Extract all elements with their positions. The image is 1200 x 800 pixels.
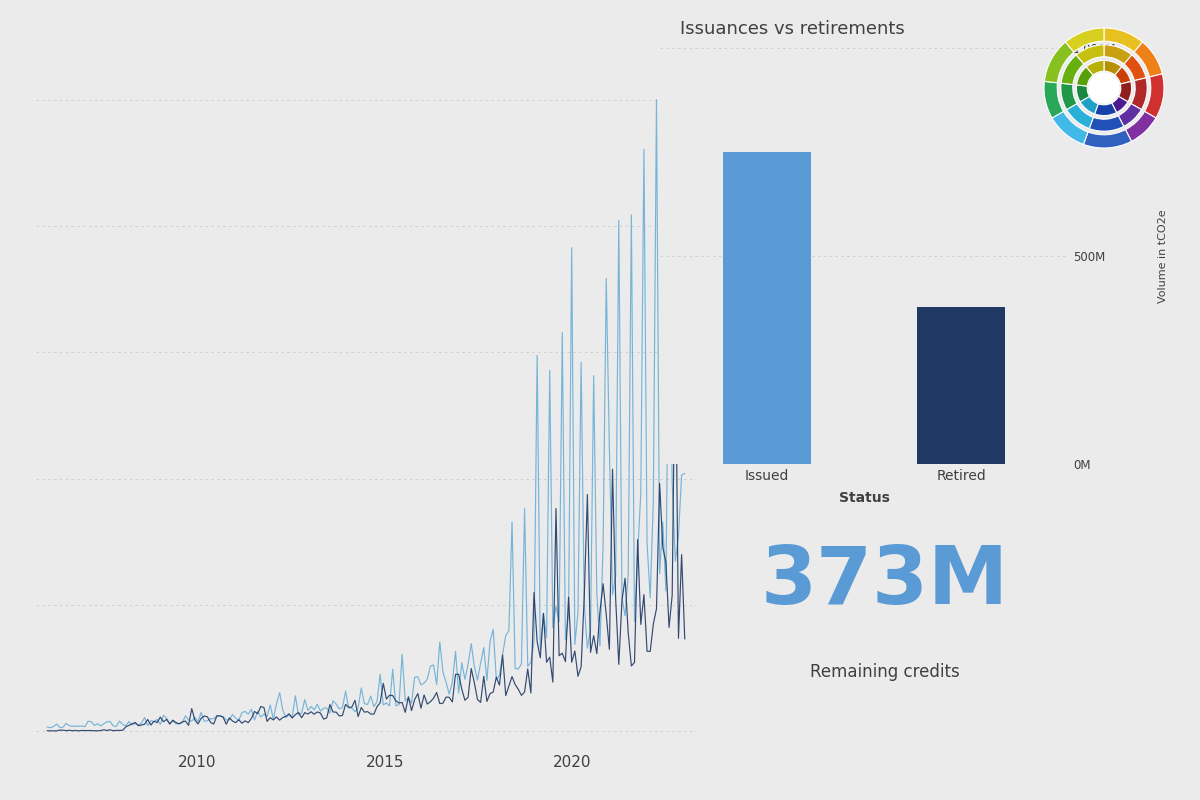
Wedge shape — [1084, 130, 1132, 148]
Wedge shape — [1145, 74, 1164, 118]
Wedge shape — [1104, 60, 1122, 75]
Wedge shape — [1118, 82, 1132, 102]
Wedge shape — [1111, 96, 1128, 113]
Wedge shape — [1104, 45, 1132, 64]
Bar — [724, 152, 810, 464]
Wedge shape — [1134, 42, 1163, 77]
Wedge shape — [1132, 78, 1147, 110]
Wedge shape — [1118, 104, 1141, 126]
Text: Issuances vs retirements: Issuances vs retirements — [680, 20, 905, 38]
Wedge shape — [1044, 42, 1074, 83]
Text: 373M: 373M — [761, 542, 1008, 621]
Wedge shape — [1126, 111, 1156, 142]
Text: Remaining credits: Remaining credits — [810, 663, 959, 682]
Wedge shape — [1115, 67, 1130, 84]
Wedge shape — [1044, 82, 1063, 118]
Wedge shape — [1067, 104, 1093, 129]
Wedge shape — [1080, 96, 1098, 114]
Wedge shape — [1076, 67, 1093, 86]
Wedge shape — [1094, 103, 1117, 115]
Wedge shape — [1076, 45, 1104, 64]
Circle shape — [1090, 73, 1120, 103]
Y-axis label: Volume in tCO2e: Volume in tCO2e — [1158, 209, 1168, 303]
Wedge shape — [1061, 83, 1076, 110]
Bar — [918, 307, 1004, 464]
Wedge shape — [1090, 116, 1123, 131]
Wedge shape — [1086, 60, 1104, 75]
Wedge shape — [1076, 85, 1090, 102]
Wedge shape — [1066, 28, 1104, 52]
Wedge shape — [1061, 55, 1084, 85]
Wedge shape — [1052, 111, 1088, 144]
Wedge shape — [1124, 55, 1146, 81]
X-axis label: Status: Status — [839, 491, 889, 505]
Wedge shape — [1104, 28, 1142, 52]
